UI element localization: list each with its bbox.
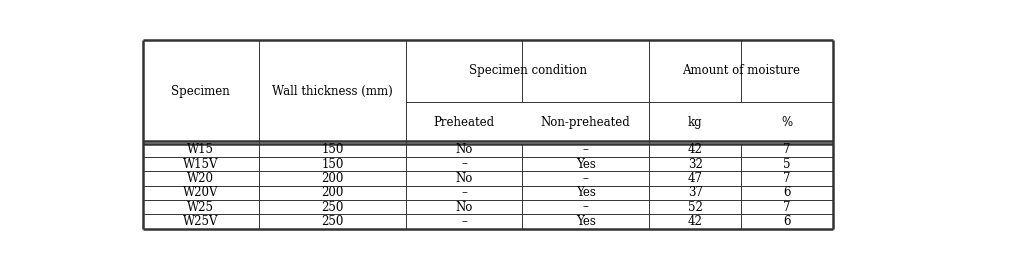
Text: 6: 6 [783, 215, 790, 228]
Text: 5: 5 [783, 157, 790, 171]
Text: No: No [455, 143, 472, 156]
Text: Specimen condition: Specimen condition [469, 64, 587, 77]
Text: Non-preheated: Non-preheated [540, 115, 631, 128]
Text: Yes: Yes [575, 215, 596, 228]
Text: 7: 7 [783, 172, 790, 185]
Text: 37: 37 [687, 186, 703, 199]
Text: No: No [455, 201, 472, 214]
Text: –: – [461, 157, 467, 171]
Text: 7: 7 [783, 201, 790, 214]
Text: Yes: Yes [575, 157, 596, 171]
Text: 200: 200 [321, 172, 344, 185]
Text: W25: W25 [187, 201, 214, 214]
Text: kg: kg [688, 115, 703, 128]
Text: W25V: W25V [183, 215, 218, 228]
Text: No: No [455, 172, 472, 185]
Text: 250: 250 [321, 201, 344, 214]
Text: –: – [461, 186, 467, 199]
Text: Preheated: Preheated [433, 115, 495, 128]
Text: 32: 32 [687, 157, 703, 171]
Text: Specimen: Specimen [172, 85, 230, 98]
Text: W15V: W15V [183, 157, 218, 171]
Text: 6: 6 [783, 186, 790, 199]
Text: 150: 150 [321, 143, 344, 156]
Text: –: – [582, 143, 589, 156]
Text: W20V: W20V [183, 186, 218, 199]
Text: 250: 250 [321, 215, 344, 228]
Text: –: – [582, 201, 589, 214]
Text: 150: 150 [321, 157, 344, 171]
Text: W20: W20 [187, 172, 214, 185]
Text: –: – [461, 215, 467, 228]
Text: %: % [781, 115, 792, 128]
Text: W15: W15 [187, 143, 214, 156]
Text: 7: 7 [783, 143, 790, 156]
Text: Amount of moisture: Amount of moisture [682, 64, 801, 77]
Text: 52: 52 [687, 201, 703, 214]
Text: –: – [582, 172, 589, 185]
Text: 42: 42 [687, 143, 703, 156]
Text: 42: 42 [687, 215, 703, 228]
Text: 200: 200 [321, 186, 344, 199]
Text: Wall thickness (mm): Wall thickness (mm) [272, 85, 393, 98]
Text: 47: 47 [687, 172, 703, 185]
Text: Yes: Yes [575, 186, 596, 199]
